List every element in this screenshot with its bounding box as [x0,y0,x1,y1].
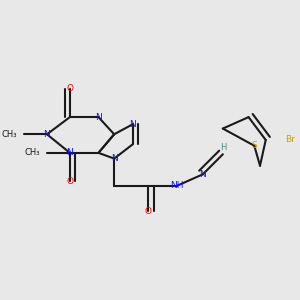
Text: N: N [95,112,102,122]
Text: S: S [251,141,257,150]
Text: N: N [67,148,73,158]
Text: CH₃: CH₃ [2,130,17,139]
Text: O: O [145,207,152,216]
Text: N: N [44,130,50,139]
Text: N: N [111,154,118,163]
Text: CH₃: CH₃ [24,148,40,158]
Text: O: O [66,177,74,186]
Text: H: H [220,142,226,152]
Text: NH: NH [170,181,184,190]
Text: O: O [66,84,74,93]
Text: N: N [200,170,206,179]
Text: Br: Br [285,136,295,145]
Text: N: N [129,120,136,129]
